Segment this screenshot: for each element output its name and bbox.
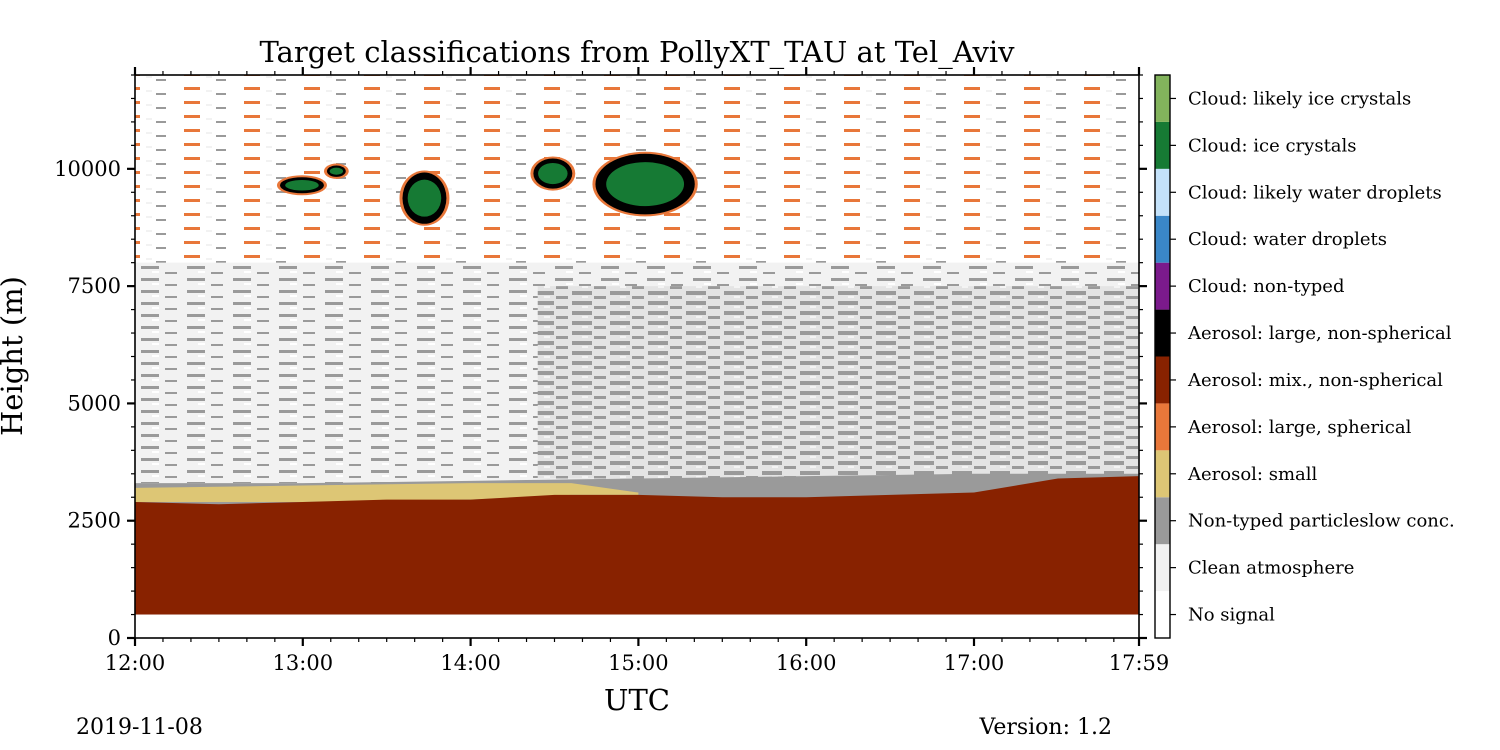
y-axis: 0 2500 5000 7500 10000 xyxy=(54,74,1147,650)
y-tick-label-0: 0 xyxy=(108,626,121,650)
colorbar-label-6: Aerosol: large, non-spherical xyxy=(1187,323,1452,344)
colorbar-label-5: Aerosol: mix., non-spherical xyxy=(1187,370,1443,391)
footer-date: 2019-11-08 xyxy=(76,715,203,740)
colorbar-swatch-3 xyxy=(1155,450,1170,498)
y-tick-label-4: 10000 xyxy=(54,157,121,181)
band-dense-speckle xyxy=(537,286,1139,479)
cloud-1 xyxy=(285,179,319,191)
y-axis-label: Height (m) xyxy=(0,276,29,436)
x-axis-label: UTC xyxy=(604,683,670,717)
colorbar-label-1: Clean atmosphere xyxy=(1188,558,1354,579)
colorbar-label-4: Aerosol: large, spherical xyxy=(1187,417,1412,438)
chart-title: Target classifications from PollyXT_TAU … xyxy=(259,35,1015,70)
cloud-4 xyxy=(538,162,568,185)
cloud-2 xyxy=(329,167,344,175)
colorbar-swatch-11 xyxy=(1155,75,1170,122)
x-axis: 12:00 13:00 14:00 15:00 16:00 17:00 17:59 xyxy=(105,67,1170,675)
band-aerosol-mix xyxy=(135,476,1139,615)
colorbar: No signal Clean atmosphere Non-typed parti… xyxy=(1154,74,1455,639)
y-tick-label-1: 2500 xyxy=(68,509,121,533)
colorbar-swatch-1 xyxy=(1155,544,1170,592)
colorbar-frame xyxy=(1154,74,1171,639)
colorbar-swatch-10 xyxy=(1155,121,1170,169)
x-tick-label-6: 17:59 xyxy=(1109,651,1170,675)
colorbar-swatch-7 xyxy=(1155,262,1170,310)
colorbar-label-2: Non-typed particleslow conc. xyxy=(1188,511,1455,532)
colorbar-label-11: Cloud: likely ice crystals xyxy=(1188,88,1411,109)
colorbar-swatch-9 xyxy=(1155,168,1170,216)
colorbar-swatch-4 xyxy=(1155,403,1170,451)
colorbar-swatch-8 xyxy=(1155,215,1170,263)
colorbar-label-10: Cloud: ice crystals xyxy=(1188,135,1357,156)
x-tick-label-5: 17:00 xyxy=(944,651,1005,675)
x-tick-label-2: 14:00 xyxy=(440,651,501,675)
y-tick-label-2: 5000 xyxy=(68,391,121,415)
colorbar-swatch-5 xyxy=(1155,356,1170,404)
band-no-signal xyxy=(135,614,1139,638)
cloud-5 xyxy=(606,162,685,207)
colorbar-swatch-2 xyxy=(1155,497,1170,545)
x-tick-label-4: 16:00 xyxy=(776,651,837,675)
colorbar-label-0: No signal xyxy=(1188,605,1275,626)
colorbar-label-3: Aerosol: small xyxy=(1187,464,1318,485)
footer-version: Version: 1.2 xyxy=(978,715,1112,740)
plot-area xyxy=(135,75,1139,638)
y-tick-label-3: 7500 xyxy=(68,274,121,298)
x-tick-label-0: 12:00 xyxy=(105,651,166,675)
colorbar-label-7: Cloud: non-typed xyxy=(1188,276,1344,297)
x-tick-label-3: 15:00 xyxy=(608,651,669,675)
colorbar-swatch-6 xyxy=(1155,309,1170,357)
colorbar-label-9: Cloud: likely water droplets xyxy=(1188,182,1442,203)
colorbar-swatch-0 xyxy=(1155,591,1170,638)
colorbar-label-8: Cloud: water droplets xyxy=(1188,229,1387,250)
x-tick-label-1: 13:00 xyxy=(273,651,334,675)
cloud-3 xyxy=(407,179,442,217)
